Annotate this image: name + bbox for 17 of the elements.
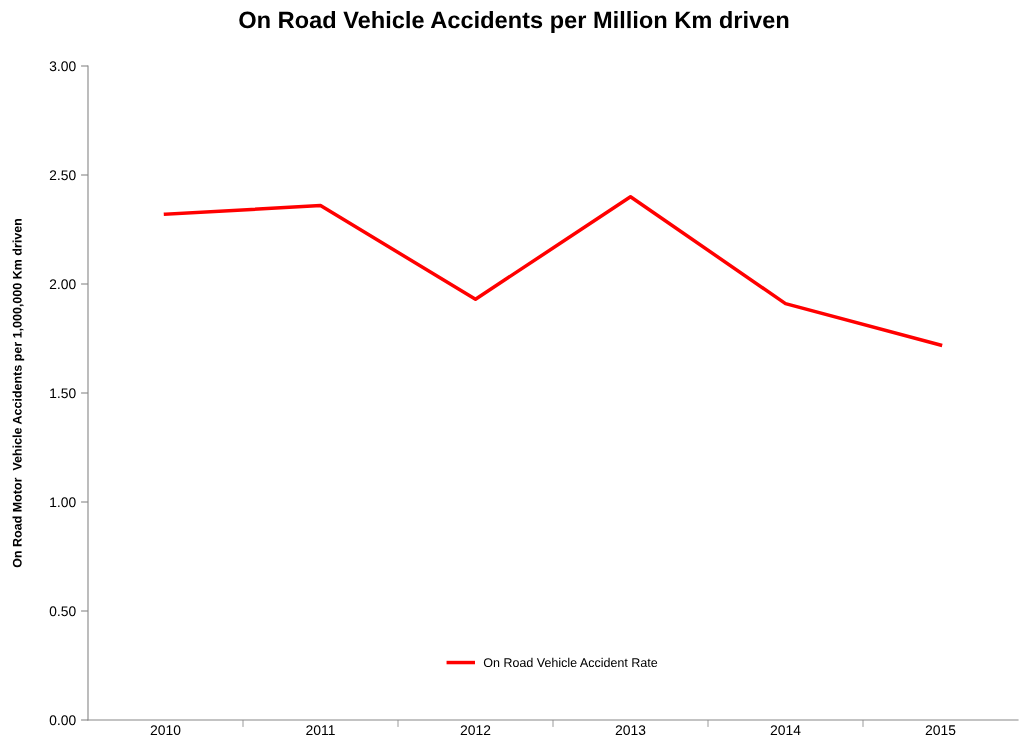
y-tick-label: 3.00	[49, 61, 76, 72]
y-tick-label: 1.50	[50, 388, 76, 399]
x-tick-label: 2014	[770, 725, 801, 736]
y-tick-label: 1.00	[50, 497, 76, 508]
x-tick-label: 2015	[925, 725, 956, 736]
y-tick-label: 2.50	[49, 170, 76, 181]
x-tick-label: 2012	[460, 725, 491, 736]
x-tick-label: 2011	[306, 725, 335, 736]
chart-title: On Road Vehicle Accidents per Million Km driven	[239, 11, 789, 33]
x-tick-label: 2013	[615, 725, 646, 736]
legend-label: On Road Vehicle Accident Rate	[483, 657, 658, 668]
y-tick-label: 2.00	[49, 279, 76, 290]
line-series	[163, 195, 943, 347]
y-tick-label: 0.50	[49, 606, 76, 617]
x-tick-label: 2010	[150, 725, 181, 736]
y-axis-title: On Road Motor Vehicle Accidents per 1,000,000 Km driven	[12, 218, 25, 568]
y-tick-label: 0.00	[49, 715, 76, 726]
